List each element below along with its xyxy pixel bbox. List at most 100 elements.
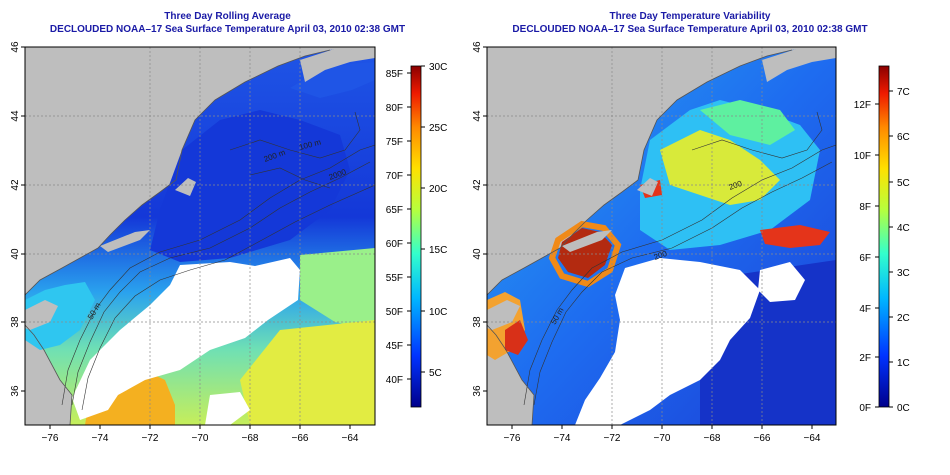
right-cape-cod — [637, 178, 658, 196]
right-long-island — [562, 230, 612, 252]
left-newfoundland-land — [370, 47, 375, 56]
colorbar-f-label: 65F — [386, 205, 403, 216]
right-cloud-white — [575, 258, 760, 425]
colorbar-f-label: 40F — [386, 375, 403, 386]
colorbar-f-label: 80F — [386, 103, 403, 114]
colorbar-f-label: 85F — [386, 69, 403, 80]
lat-tick-label: 40 — [472, 248, 483, 260]
colorbar-f-label: 10F — [854, 151, 871, 162]
left-cloud-white — [72, 258, 300, 420]
colorbar-f-label: 6F — [859, 253, 871, 264]
left-coastline — [25, 49, 331, 425]
right-yellow-band — [660, 130, 780, 205]
right-graticule — [487, 47, 836, 425]
right-colorbar-f-scale: 12F 10F 8F 6F 4F 2F 0F — [854, 100, 879, 414]
colorbar-c-label: 1C — [897, 358, 910, 369]
colorbar-c-label: 2C — [897, 313, 910, 324]
right-coastline — [487, 49, 793, 425]
right-bathymetry-contours — [523, 111, 836, 406]
right-nova-scotia — [762, 47, 836, 82]
colorbar-c-label: 4C — [897, 223, 910, 234]
left-bay-fundy — [290, 62, 375, 98]
right-colorbar-ramp — [878, 65, 890, 408]
right-lon-axis: −76 −74 −72 −70 −68 −66 −64 — [504, 425, 821, 444]
lat-tick-label: 42 — [472, 179, 483, 191]
right-green-band — [700, 100, 795, 145]
left-cape-cod — [175, 178, 196, 196]
lat-tick-label: 44 — [10, 110, 21, 122]
left-warm-water — [300, 248, 375, 330]
lat-tick-label: 38 — [10, 316, 21, 328]
lat-tick-label: 44 — [472, 110, 483, 122]
right-lat-axis: 46 44 42 40 38 36 — [472, 41, 487, 397]
right-red-streak — [760, 225, 830, 248]
right-map: 200 50 m 200 — [486, 46, 837, 426]
colorbar-f-label: 0F — [859, 403, 871, 414]
left-shelf-cyan — [25, 282, 95, 350]
left-colorbar: 85F 80F 75F 70F 65F 60F 55F 50F 45F 40F … — [386, 62, 447, 408]
colorbar-c-label: 0C — [897, 403, 910, 414]
left-lat-axis: 46 44 42 40 38 36 — [10, 41, 25, 397]
lon-tick-label: −72 — [142, 433, 159, 444]
lat-tick-label: 38 — [472, 316, 483, 328]
lon-tick-label: −64 — [342, 433, 359, 444]
left-colorbar-ramp — [410, 65, 422, 408]
colorbar-c-label: 20C — [429, 184, 447, 195]
lon-tick-label: −64 — [804, 433, 821, 444]
right-cloud-patch — [758, 262, 805, 302]
left-colorbar-f-scale: 85F 80F 75F 70F 65F 60F 55F 50F 45F 40F — [386, 69, 411, 386]
colorbar-c-label: 15C — [429, 245, 447, 256]
colorbar-f-label: 75F — [386, 137, 403, 148]
right-colorbar-c-scale: 7C 6C 5C 4C 3C 2C 1C 0C — [889, 87, 910, 414]
right-orange-ring — [548, 220, 622, 288]
left-delmarva — [25, 300, 58, 330]
lat-tick-label: 46 — [10, 41, 21, 53]
colorbar-f-label: 70F — [386, 171, 403, 182]
left-title: Three Day Rolling Average — [164, 11, 291, 22]
left-yellow-water — [240, 320, 375, 425]
lat-tick-label: 42 — [10, 179, 21, 191]
left-graticule — [25, 47, 375, 425]
colorbar-c-label: 30C — [429, 62, 447, 73]
colorbar-f-label: 2F — [859, 353, 871, 364]
right-delmarva — [487, 300, 520, 330]
lat-tick-label: 40 — [10, 248, 21, 260]
right-colorbar: 12F 10F 8F 6F 4F 2F 0F 7C 6C 5C 4C 3C 2C… — [854, 65, 910, 414]
left-colorbar-c-scale: 30C 25C 20C 15C 10C 5C — [421, 62, 447, 379]
colorbar-f-label: 60F — [386, 239, 403, 250]
left-bathymetry-contours — [61, 111, 375, 411]
colorbar-f-label: 55F — [386, 273, 403, 284]
lon-tick-label: −76 — [504, 433, 521, 444]
right-subtitle: DECLOUDED NOAA–17 Sea Surface Temperatur… — [512, 24, 868, 35]
right-contour-label: 200 — [728, 179, 744, 192]
colorbar-c-label: 25C — [429, 123, 447, 134]
left-long-island — [100, 230, 150, 252]
colorbar-c-label: 5C — [897, 178, 910, 189]
lat-tick-label: 36 — [472, 385, 483, 397]
lon-tick-label: −74 — [554, 433, 571, 444]
left-lon-axis: −76 −74 −72 −70 −68 −66 −64 — [42, 425, 359, 444]
lon-tick-label: −70 — [654, 433, 671, 444]
lat-tick-label: 36 — [10, 385, 21, 397]
colorbar-c-label: 3C — [897, 268, 910, 279]
lon-tick-label: −68 — [242, 433, 259, 444]
colorbar-f-label: 50F — [386, 307, 403, 318]
colorbar-c-label: 6C — [897, 132, 910, 143]
lon-tick-label: −68 — [704, 433, 721, 444]
lon-tick-label: −70 — [192, 433, 209, 444]
lon-tick-label: −66 — [292, 433, 309, 444]
colorbar-c-label: 5C — [429, 368, 442, 379]
lon-tick-label: −66 — [754, 433, 771, 444]
colorbar-f-label: 4F — [859, 304, 871, 315]
left-nova-scotia — [300, 47, 375, 82]
colorbar-f-label: 8F — [859, 202, 871, 213]
left-cloud-patch — [205, 392, 250, 425]
lon-tick-label: −76 — [42, 433, 59, 444]
lon-tick-label: −72 — [604, 433, 621, 444]
colorbar-c-label: 7C — [897, 87, 910, 98]
colorbar-f-label: 45F — [386, 341, 403, 352]
colorbar-c-label: 10C — [429, 307, 447, 318]
left-subtitle: DECLOUDED NOAA–17 Sea Surface Temperatur… — [49, 24, 406, 35]
left-map: 200 m 2000 50 m 100 m — [24, 46, 376, 426]
